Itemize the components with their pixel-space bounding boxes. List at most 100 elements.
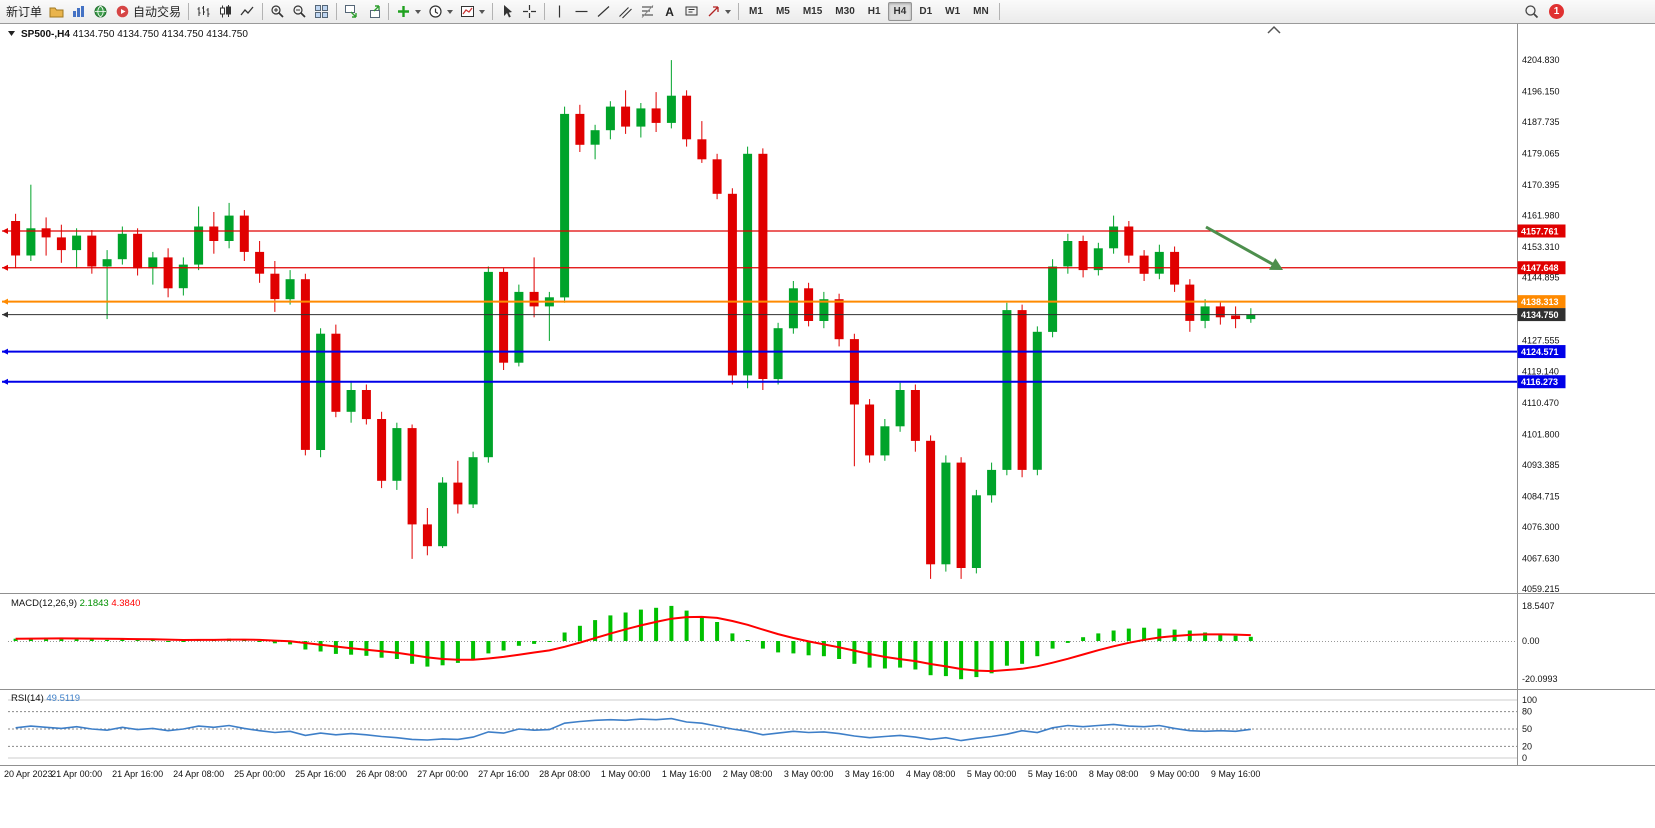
arrows-tool-icon[interactable] xyxy=(703,2,734,22)
price-scale-label[interactable]: 4076.300 xyxy=(1522,522,1560,532)
chart-symbol-ohlc-header: SP500-,H4 4134.750 4134.750 4134.750 413… xyxy=(21,29,248,40)
price-scale-label[interactable]: 4093.385 xyxy=(1522,460,1560,470)
resistance-line-1-tag xyxy=(1517,224,1566,238)
period-clock-icon[interactable] xyxy=(425,2,456,22)
time-axis-label[interactable]: 20 Apr 2023 xyxy=(4,769,53,779)
price-scale-label[interactable]: 4110.470 xyxy=(1522,398,1559,408)
timeframe-m5[interactable]: M5 xyxy=(775,6,790,17)
price-scale-label[interactable]: 4144.895 xyxy=(1522,273,1560,283)
time-axis-label[interactable]: 25 Apr 16:00 xyxy=(295,769,346,779)
cascade-windows-icon[interactable] xyxy=(363,2,384,22)
resistance-line-2-left-marker xyxy=(2,264,8,271)
autotrading-button[interactable]: 自动交易 xyxy=(112,2,184,22)
price-scale-label[interactable]: 4196.150 xyxy=(1522,87,1560,97)
timeframe-d1[interactable]: D1 xyxy=(919,6,933,17)
time-axis-label[interactable]: 8 May 08:00 xyxy=(1089,769,1139,779)
price-scale-label[interactable]: 4101.800 xyxy=(1522,429,1560,439)
time-axis-label[interactable]: 1 May 00:00 xyxy=(601,769,651,779)
chart-template-icon[interactable] xyxy=(457,2,488,22)
price-tag-label: 4134.750 xyxy=(1521,310,1559,320)
fibonacci-tool-icon[interactable] xyxy=(637,2,658,22)
toolbar-right-group: 1 xyxy=(1521,2,1652,22)
time-axis-label[interactable]: 5 May 16:00 xyxy=(1028,769,1078,779)
current-price-line-left-marker xyxy=(2,311,8,318)
label-tool-icon[interactable] xyxy=(681,2,702,22)
time-axis-label[interactable]: 2 May 08:00 xyxy=(723,769,773,779)
time-axis-label[interactable]: 25 Apr 00:00 xyxy=(234,769,285,779)
timeframe-h4[interactable]: H4 xyxy=(887,2,913,21)
bar-chart-mode-icon[interactable] xyxy=(193,2,214,22)
chevron-up-icon[interactable] xyxy=(1267,25,1281,34)
resistance-line-2-tag xyxy=(1517,261,1566,275)
time-axis-label[interactable]: 4 May 08:00 xyxy=(906,769,956,779)
macd-scale-label: 0.00 xyxy=(1522,636,1540,646)
price-scale-label[interactable]: 4187.735 xyxy=(1522,117,1560,127)
time-axis-label[interactable]: 9 May 16:00 xyxy=(1211,769,1261,779)
timeframe-m30[interactable]: M30 xyxy=(835,6,855,17)
time-axis-label[interactable]: 21 Apr 00:00 xyxy=(51,769,102,779)
candlestick-mode-icon[interactable] xyxy=(215,2,236,22)
timeframe-group: M1 M5 M15 M30 H1 H4 D1 W1 MN xyxy=(743,2,995,21)
timeframe-w1[interactable]: W1 xyxy=(945,6,961,17)
channel-tool-icon[interactable] xyxy=(615,2,636,22)
vertical-line-tool-icon[interactable] xyxy=(549,2,570,22)
add-indicator-icon[interactable] xyxy=(393,2,424,22)
text-tool-icon[interactable]: A xyxy=(659,2,680,22)
time-axis-label[interactable]: 27 Apr 16:00 xyxy=(478,769,529,779)
price-scale-label[interactable]: 4119.140 xyxy=(1522,366,1559,376)
rsi-line xyxy=(15,717,1251,742)
horizontal-line-tool-icon[interactable] xyxy=(571,2,592,22)
timeframe-mn[interactable]: MN xyxy=(973,6,989,17)
price-tag-label: 4124.571 xyxy=(1521,347,1559,357)
time-axis-label[interactable]: 1 May 16:00 xyxy=(662,769,712,779)
price-scale-label[interactable]: 4161.980 xyxy=(1522,211,1560,221)
timeframe-h1[interactable]: H1 xyxy=(867,6,881,17)
time-axis-label[interactable]: 24 Apr 08:00 xyxy=(173,769,224,779)
time-axis-label[interactable]: 21 Apr 16:00 xyxy=(112,769,163,779)
time-axis-label[interactable]: 3 May 00:00 xyxy=(784,769,834,779)
time-axis-label[interactable]: 9 May 00:00 xyxy=(1150,769,1200,779)
trendline-tool-icon[interactable] xyxy=(593,2,614,22)
price-scale-label[interactable]: 4170.395 xyxy=(1522,180,1560,190)
timeframe-m15[interactable]: M15 xyxy=(802,6,823,17)
cursor-icon[interactable] xyxy=(497,2,518,22)
price-scale-label[interactable]: 4179.065 xyxy=(1522,149,1560,159)
ohlc-expand-arrow-icon[interactable] xyxy=(8,31,15,36)
price-scale-label[interactable]: 4067.630 xyxy=(1522,553,1560,563)
search-icon[interactable] xyxy=(1521,2,1542,22)
price-scale-label[interactable]: 4084.715 xyxy=(1522,491,1560,501)
trend-arrow-annotation[interactable] xyxy=(1205,225,1276,267)
tile-windows-icon[interactable] xyxy=(311,2,332,22)
new-order-button[interactable]: 新订单 xyxy=(3,2,45,22)
zoom-in-icon[interactable] xyxy=(267,2,288,22)
macd-header: MACD(12,26,9) 2.1843 4.3840 xyxy=(11,598,140,609)
price-scale-label[interactable]: 4127.555 xyxy=(1522,336,1560,346)
globe-icon[interactable] xyxy=(90,2,111,22)
time-axis-label[interactable]: 3 May 16:00 xyxy=(845,769,895,779)
time-axis-label[interactable]: 5 May 00:00 xyxy=(967,769,1017,779)
time-axis-label[interactable]: 28 Apr 08:00 xyxy=(539,769,590,779)
line-chart-mode-icon[interactable] xyxy=(237,2,258,22)
notification-badge[interactable]: 1 xyxy=(1549,4,1564,19)
toolbar-separator xyxy=(998,3,1000,20)
price-scale-label[interactable]: 4204.830 xyxy=(1522,55,1560,65)
dropdown-caret-icon xyxy=(725,9,732,14)
arrange-windows-icon[interactable] xyxy=(341,2,362,22)
crosshair-icon[interactable] xyxy=(519,2,540,22)
macd-histogram xyxy=(13,605,1253,680)
autotrading-play-icon xyxy=(116,5,129,18)
folder-icon[interactable] xyxy=(46,2,67,22)
level-line-orange-tag xyxy=(1517,295,1566,309)
price-scale-label[interactable]: 4059.215 xyxy=(1522,584,1560,594)
price-scale-label[interactable]: 4153.310 xyxy=(1522,242,1560,252)
time-axis-label[interactable]: 27 Apr 00:00 xyxy=(417,769,468,779)
current-price-line-tag xyxy=(1517,308,1566,322)
zoom-out-icon[interactable] xyxy=(289,2,310,22)
text-tool-glyph: A xyxy=(665,4,674,19)
time-axis-label[interactable]: 26 Apr 08:00 xyxy=(356,769,407,779)
timeframe-m1[interactable]: M1 xyxy=(749,6,763,17)
bar-graph-icon[interactable] xyxy=(68,2,89,22)
toolbar-separator xyxy=(388,3,390,20)
